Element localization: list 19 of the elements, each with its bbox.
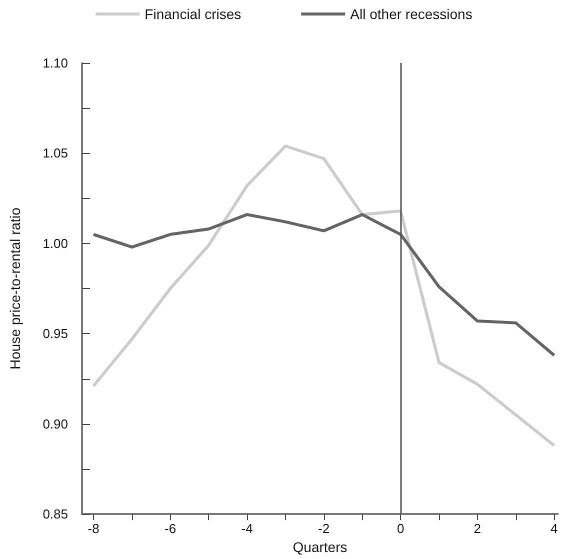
x-tick-label: -2	[318, 521, 330, 536]
legend-label: Financial crises	[144, 6, 242, 22]
y-tick-label: 1.10	[42, 56, 68, 70]
x-tick-label: 0	[396, 521, 404, 536]
y-tick-label: 0.85	[42, 506, 68, 522]
y-tick-label: 0.95	[42, 326, 68, 342]
legend-label: All other recessions	[350, 6, 472, 22]
y-tick-label: 1.00	[42, 236, 68, 251]
y-tick-label: 0.90	[42, 416, 68, 432]
x-axis-title: Quarters	[292, 539, 348, 555]
x-tick-label: 2	[474, 521, 482, 536]
x-tick-label: 4	[550, 521, 558, 536]
line-series	[92, 144, 556, 448]
y-tick-label: 1.05	[42, 146, 68, 161]
line-series	[92, 213, 556, 357]
x-tick-label: -6	[164, 521, 176, 536]
x-tick-label: -8	[88, 521, 100, 536]
x-tick-label: -4	[241, 521, 253, 536]
y-axis-title: House price-to-rental ratio	[7, 207, 23, 370]
